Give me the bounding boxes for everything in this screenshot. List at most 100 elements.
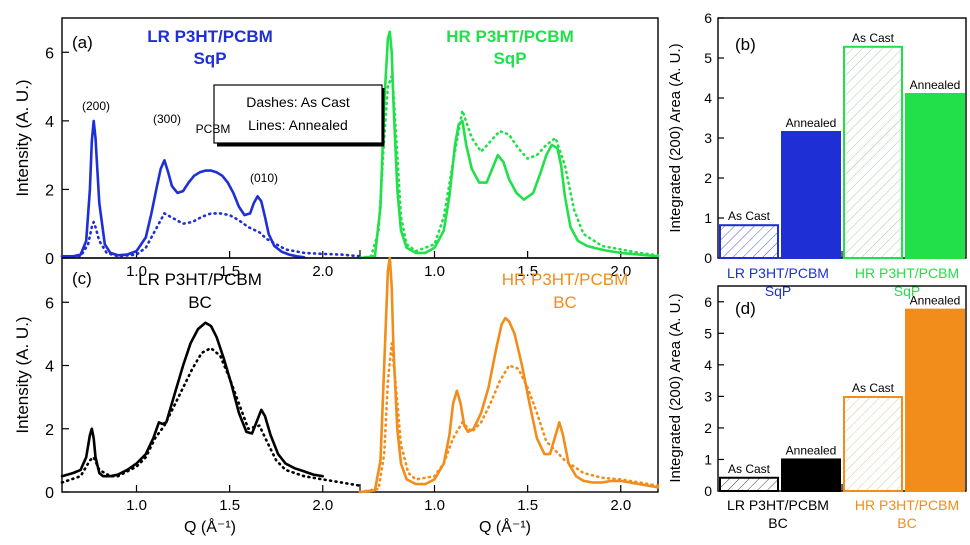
panel-a-lines xyxy=(60,30,660,260)
ytick-label: 1 xyxy=(704,210,712,226)
bar-label: Annealed xyxy=(910,78,961,92)
bar-label: As Cast xyxy=(852,31,895,45)
panel-d-ylabel: Integrated (200) Area (A. U.) xyxy=(667,293,684,482)
xtick-label: 2.0 xyxy=(610,263,631,280)
panel-d-yticks: 0 1 2 3 4 5 6 xyxy=(704,294,724,499)
legend-line-1: Dashes: As Cast xyxy=(246,94,350,110)
bar-label: Annealed xyxy=(910,294,961,308)
ytick-label: 2 xyxy=(45,422,54,439)
xtick-label: 1.0 xyxy=(126,263,147,280)
xtick-label: 2.0 xyxy=(610,497,631,514)
panel-d-bars: As Cast Annealed As Cast Annealed xyxy=(719,294,965,493)
ytick-label: 5 xyxy=(704,325,712,341)
ytick-label: 3 xyxy=(704,388,712,404)
ytick-label: 2 xyxy=(704,170,712,186)
xtick-label: 1.0 xyxy=(424,497,445,514)
ytick-label: 2 xyxy=(45,182,54,199)
panel-d-group-lr-1: LR P3HT/PCBM xyxy=(727,497,829,513)
panel-c-xticks: 1.0 1.5 2.0 1.0 1.5 2.0 xyxy=(126,485,631,514)
panel-a-title-lr-2: SqP xyxy=(193,49,226,68)
legend-line-2: Lines: Annealed xyxy=(248,117,348,133)
panel-d-group-lr-2: BC xyxy=(768,515,787,531)
panel-c-ylabel: Intensity (A. U.) xyxy=(13,316,32,433)
panel-a-label: (a) xyxy=(72,33,93,52)
bar-annealed xyxy=(781,131,841,259)
panel-c-xlabel-left: Q (Å⁻¹) xyxy=(184,517,236,536)
ytick-label: 4 xyxy=(704,357,712,373)
panel-a-title-hr-2: SqP xyxy=(493,49,526,68)
panel-b-group-hr-1: HR P3HT/PCBM xyxy=(855,265,959,281)
legend-box xyxy=(213,84,383,144)
series-lr_bc-annealed xyxy=(60,321,325,478)
panel-c-xlabel-right: Q (Å⁻¹) xyxy=(479,517,531,536)
xtick-label: 1.0 xyxy=(126,497,147,514)
ytick-label: 5 xyxy=(704,50,712,66)
xtick-label: 1.5 xyxy=(517,263,538,280)
ytick-label: 0 xyxy=(704,483,712,499)
ytick-label: 3 xyxy=(704,130,712,146)
bar-label: As Cast xyxy=(728,209,771,223)
panel-a-title-lr-1: LR P3HT/PCBM xyxy=(147,27,273,46)
ytick-label: 6 xyxy=(704,294,712,310)
bar-as-cast xyxy=(843,45,903,259)
panel-b-label: (b) xyxy=(735,35,756,54)
ytick-label: 2 xyxy=(704,420,712,436)
panel-c-title-hr-2: BC xyxy=(553,293,577,312)
panel-c-lines xyxy=(60,256,660,494)
series-hr_bc-as-cast xyxy=(358,342,660,494)
ytick-label: 4 xyxy=(45,114,54,131)
series-hr_sqp-as-cast xyxy=(358,75,660,260)
panel-c-title-lr-2: BC xyxy=(188,293,212,312)
ytick-label: 1 xyxy=(704,451,712,467)
panel-a-title-hr-1: HR P3HT/PCBM xyxy=(446,27,574,46)
panel-a-yticks: 0 2 4 6 xyxy=(45,45,69,268)
panel-b: (b) Integrated (200) Area (A. U.) 0 1 2 3 4 5… xyxy=(667,10,967,299)
panel-c-label: (c) xyxy=(72,269,92,288)
ytick-label: 0 xyxy=(45,251,54,268)
series-lr_sqp-as-cast xyxy=(60,212,362,258)
ytick-label: 6 xyxy=(45,45,54,62)
bar-label: As Cast xyxy=(728,462,771,476)
series-lr_sqp-annealed xyxy=(60,119,306,259)
panel-b-group-hr-2: SqP xyxy=(894,283,920,299)
xtick-label: 2.0 xyxy=(312,497,333,514)
bar-label: Annealed xyxy=(786,443,837,457)
ytick-label: 4 xyxy=(704,90,712,106)
series-lr_bc-as-cast xyxy=(60,346,362,488)
bar-annealed xyxy=(781,458,841,493)
ytick-label: 6 xyxy=(704,10,712,26)
ytick-label: 0 xyxy=(704,250,712,266)
annotation-300: (300) xyxy=(153,112,181,126)
panel-b-group-lr-2: SqP xyxy=(765,283,791,299)
panel-a-xticks: 1.0 1.5 2.0 1.0 1.5 2.0 xyxy=(126,251,631,280)
ytick-label: 6 xyxy=(45,295,54,312)
panel-b-yticks: 0 1 2 3 4 5 6 xyxy=(704,10,724,266)
ytick-label: 4 xyxy=(45,359,54,376)
panel-a-ylabel: Intensity (A. U.) xyxy=(13,79,32,196)
bar-annealed xyxy=(905,93,965,259)
bar-annealed xyxy=(905,308,965,492)
ytick-label: 0 xyxy=(45,485,54,502)
panel-d-label: (d) xyxy=(735,299,756,318)
annotation-pcbm: PCBM xyxy=(196,122,231,136)
bar-as-cast xyxy=(719,476,779,492)
panel-b-group-lr-1: LR P3HT/PCBM xyxy=(727,265,829,281)
panel-c-yticks: 0 2 4 6 xyxy=(45,295,69,502)
annotation-010: (010) xyxy=(250,171,278,185)
annotation-200: (200) xyxy=(82,99,110,113)
xtick-label: 1.5 xyxy=(219,497,240,514)
panel-b-ylabel: Integrated (200) Area (A. U.) xyxy=(667,43,684,232)
panel-d-group-hr-1: HR P3HT/PCBM xyxy=(855,497,959,513)
bar-as-cast xyxy=(843,396,903,492)
panel-b-bars: As Cast Annealed As Cast Annealed xyxy=(719,31,965,259)
xtick-label: 2.0 xyxy=(312,263,333,280)
xtick-label: 1.5 xyxy=(219,263,240,280)
xtick-label: 1.5 xyxy=(517,497,538,514)
bar-label: As Cast xyxy=(852,381,895,395)
bar-label: Annealed xyxy=(786,116,837,130)
panel-d: (d) Integrated (200) Area (A. U.) 0 1 2 3 4 5… xyxy=(667,285,967,531)
series-hr_sqp-annealed xyxy=(358,30,660,260)
